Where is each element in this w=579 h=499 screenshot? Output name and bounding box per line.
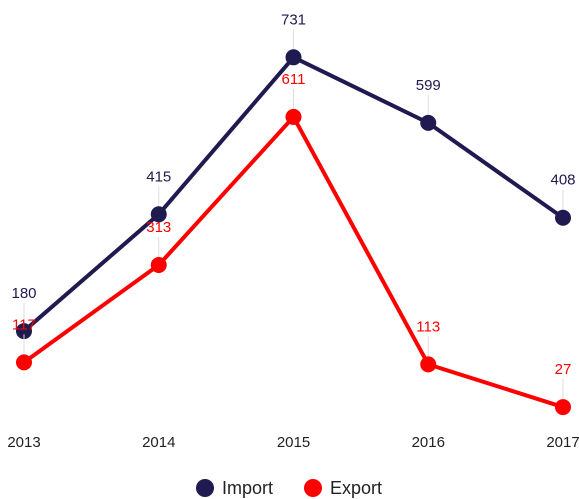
point bbox=[16, 354, 32, 371]
data-label: 415 bbox=[146, 168, 171, 185]
point bbox=[150, 256, 167, 273]
data-label: 313 bbox=[146, 219, 171, 236]
x-tick-label: 2017 bbox=[546, 434, 579, 451]
data-label: 117 bbox=[12, 316, 36, 333]
data-label: 180 bbox=[11, 285, 36, 302]
legend-swatch bbox=[304, 479, 322, 497]
legend-label: Import bbox=[222, 478, 273, 498]
legend-label: Export bbox=[330, 478, 382, 498]
point bbox=[420, 356, 437, 373]
x-tick-label: 2016 bbox=[412, 434, 445, 451]
data-label: 27 bbox=[555, 361, 572, 378]
point bbox=[420, 114, 437, 131]
data-label: 731 bbox=[281, 11, 306, 28]
point bbox=[16, 323, 32, 340]
x-tick-label: 2015 bbox=[277, 434, 310, 451]
point bbox=[285, 49, 302, 66]
legend-swatch bbox=[196, 479, 214, 497]
point bbox=[555, 399, 571, 416]
data-label: 408 bbox=[550, 172, 575, 189]
point bbox=[285, 108, 302, 125]
point bbox=[555, 209, 571, 226]
data-label: 113 bbox=[416, 318, 440, 335]
point bbox=[150, 206, 167, 223]
data-label: 611 bbox=[282, 71, 306, 88]
x-tick-label: 2014 bbox=[142, 434, 175, 451]
x-tick-label: 2013 bbox=[7, 434, 40, 451]
data-label: 599 bbox=[416, 77, 441, 94]
